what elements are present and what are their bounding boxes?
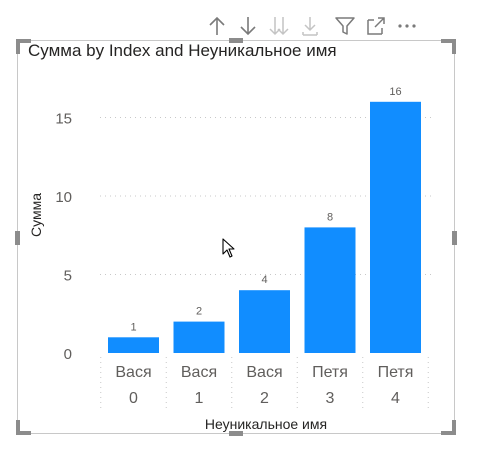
data-label: 1 (130, 321, 136, 333)
double-arrow-down-icon[interactable] (267, 14, 291, 38)
y-tick-label: 10 (55, 189, 72, 206)
resize-handle-top-left[interactable] (16, 39, 31, 54)
x-index-label: 3 (326, 390, 335, 407)
resize-handle-top-right[interactable] (441, 39, 456, 54)
visual-header-toolbar (205, 14, 426, 38)
x-axis-title: Неуникальное имя (205, 416, 327, 432)
resize-handle-bottom-left[interactable] (16, 420, 31, 435)
more-options-icon[interactable] (395, 14, 419, 38)
x-category-label: Вася (115, 364, 151, 381)
y-tick-label: 5 (64, 268, 72, 285)
resize-handle-bottom[interactable] (229, 431, 243, 436)
focus-mode-icon[interactable] (364, 14, 388, 38)
bar (370, 101, 421, 353)
visual-container[interactable] (15, 38, 457, 436)
resize-handle-bottom-right[interactable] (441, 420, 456, 435)
bar (108, 337, 159, 353)
y-axis-title: Сумма (28, 193, 44, 237)
x-index-label: 4 (391, 390, 400, 407)
data-label: 16 (389, 86, 401, 98)
y-tick-label: 15 (55, 111, 72, 128)
bar (173, 321, 225, 353)
bar (304, 227, 356, 353)
x-category-label: Петя (312, 364, 348, 381)
x-category-label: Вася (181, 364, 217, 381)
data-label: 2 (196, 306, 202, 318)
expand-hierarchy-icon[interactable] (298, 14, 322, 38)
x-index-label: 0 (129, 390, 138, 407)
data-label: 4 (261, 274, 267, 286)
x-index-label: 2 (260, 390, 269, 407)
resize-handle-top[interactable] (229, 38, 243, 43)
x-category-label: Вася (246, 364, 282, 381)
resize-handle-left[interactable] (15, 231, 20, 245)
chart-title: Сумма by Index and Неуникальное имя (28, 41, 337, 60)
data-label: 8 (327, 211, 333, 223)
mouse-cursor-icon (222, 238, 235, 258)
filter-icon[interactable] (333, 14, 357, 38)
x-category-label: Петя (378, 364, 414, 381)
arrow-up-icon[interactable] (205, 14, 229, 38)
y-tick-label: 0 (64, 346, 72, 363)
resize-handle-right[interactable] (452, 231, 457, 245)
x-index-label: 1 (195, 390, 204, 407)
bar (239, 290, 290, 353)
arrow-down-icon[interactable] (236, 14, 260, 38)
